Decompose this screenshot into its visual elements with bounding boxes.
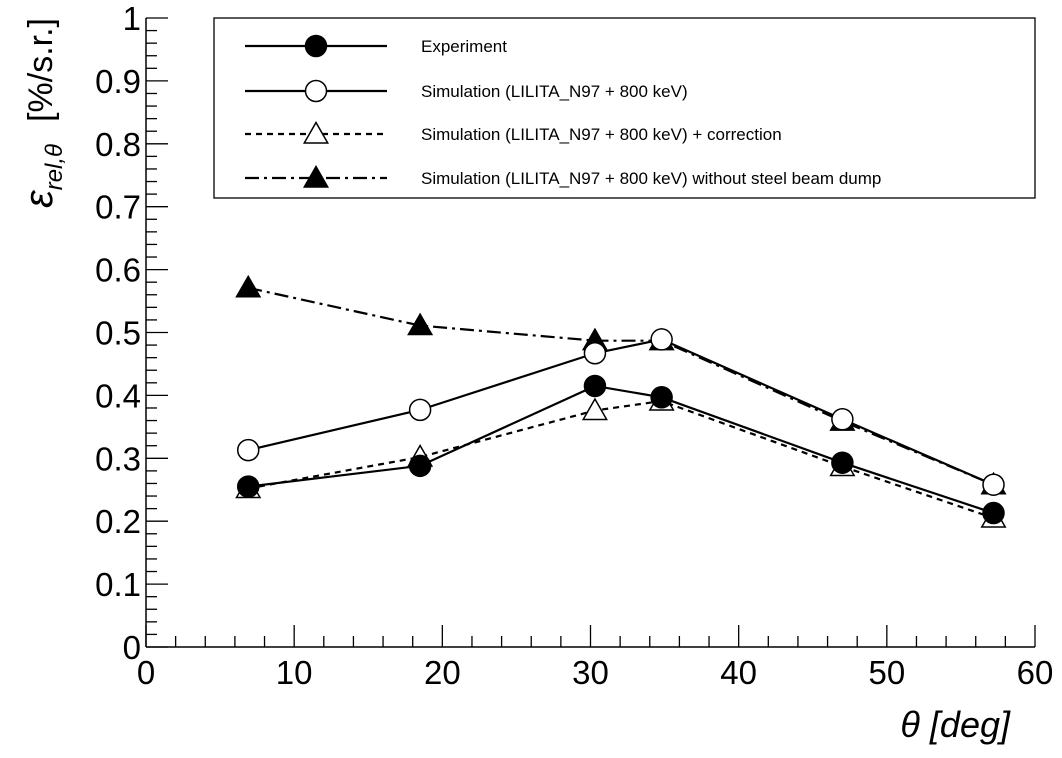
x-tick-label: 30: [572, 654, 609, 691]
y-axis-symbol: ε: [17, 189, 61, 208]
x-tick-label: 50: [868, 654, 905, 691]
y-tick-label: 0.6: [95, 252, 141, 289]
series-line-1: [247, 338, 994, 486]
y-tick-label: 1: [123, 0, 141, 37]
data-point-series-0: [583, 374, 607, 398]
legend-label-simulation: Simulation (LILITA_N97 + 800 keV): [421, 82, 688, 101]
x-tick-label: 10: [276, 654, 313, 691]
y-tick-label: 0.3: [95, 440, 141, 477]
y-axis-unit: [%/s.r.]: [22, 18, 60, 122]
y-tick-label: 0.4: [95, 377, 141, 414]
data-point-series-3: [235, 274, 262, 298]
legend-marker: [302, 120, 330, 144]
legend-label-simulation-no-dump: Simulation (LILITA_N97 + 800 keV) withou…: [421, 169, 881, 188]
y-tick-label: 0.8: [95, 126, 141, 163]
x-axis-title: θ [deg]: [900, 704, 1011, 745]
data-point-series-1: [408, 398, 432, 422]
series-line-2: [248, 399, 994, 520]
axis-tick-labels: 0 10 20 30 40 50 60 0 0.1 0.2 0.3 0.4 0.5 0.6 0.7 0.8 0.…: [95, 0, 1053, 691]
y-axis-subscript: rel,θ: [41, 144, 68, 190]
y-tick-label: 0.2: [95, 503, 141, 540]
legend-label-experiment: Experiment: [421, 37, 507, 56]
legend: Experiment Simulation (LILITA_N97 + 800 …: [213, 17, 1036, 199]
x-tick-label: 40: [720, 654, 757, 691]
y-tick-label: 0.9: [95, 63, 141, 100]
y-tick-label: 0.1: [95, 566, 141, 603]
legend-marker: [304, 34, 328, 58]
data-point-series-1: [650, 328, 673, 351]
series-lines: [247, 286, 994, 520]
y-tick-label: 0.5: [95, 315, 141, 352]
legend-label-simulation-correction: Simulation (LILITA_N97 + 800 keV) + corr…: [421, 125, 782, 144]
series-line-0: [248, 384, 994, 515]
legend-marker: [302, 164, 330, 188]
data-point-series-0: [236, 475, 260, 498]
data-point-series-1: [982, 473, 1005, 496]
y-tick-label: 0: [123, 629, 141, 666]
data-point-series-1: [236, 438, 260, 462]
series-line-3: [247, 286, 994, 486]
data-point-series-1: [583, 342, 607, 365]
data-point-series-0: [650, 386, 673, 409]
data-point-series-3: [407, 312, 434, 336]
y-tick-label: 0.7: [95, 189, 141, 226]
x-tick-label: 0: [137, 654, 155, 691]
x-tick-label: 20: [424, 654, 461, 691]
data-point-series-2: [581, 397, 608, 421]
x-tick-label: 60: [1017, 654, 1054, 691]
data-point-series-0: [831, 451, 854, 474]
series-markers: [235, 274, 1007, 528]
legend-box: [213, 17, 1036, 199]
data-point-series-0: [982, 501, 1005, 525]
data-point-series-0: [408, 454, 432, 478]
y-axis-title: εrel,θ [%/s.r.]: [17, 18, 68, 208]
data-point-series-1: [831, 408, 854, 431]
legend-marker: [304, 79, 328, 103]
axis-ticks: [145, 17, 1036, 648]
